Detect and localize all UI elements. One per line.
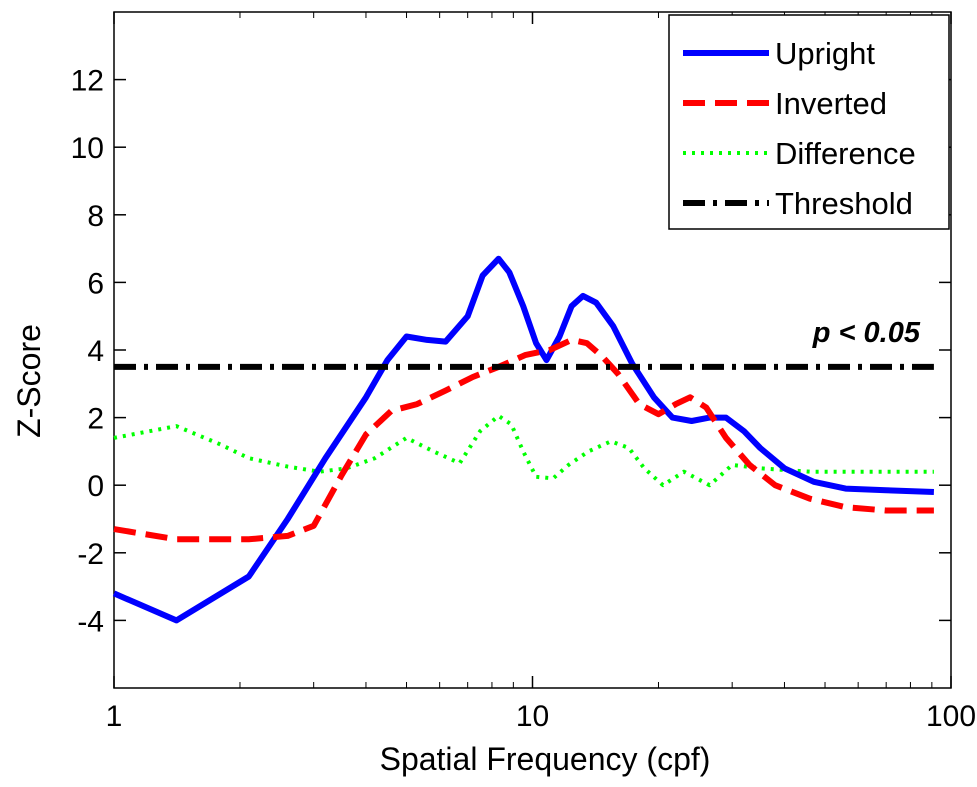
y-tick-label: 6: [87, 267, 104, 300]
y-axis-title: Z-Score: [11, 324, 47, 438]
y-tick-label: 4: [87, 335, 104, 368]
y-tick-label: 8: [87, 200, 104, 233]
legend-label-threshold: Threshold: [775, 186, 913, 221]
annotation-p-value: p < 0.05: [812, 317, 921, 349]
y-tick-label: 12: [71, 65, 104, 98]
x-tick-label: 10: [516, 700, 549, 733]
series-line-inverted: [113, 336, 934, 543]
x-tick-label: 100: [926, 700, 976, 733]
legend: Upright Inverted Difference Threshold: [668, 14, 950, 230]
legend-label-upright: Upright: [775, 36, 875, 71]
y-tick-label: -2: [77, 538, 104, 571]
x-axis-title: Spatial Frequency (cpf): [380, 741, 711, 777]
annotation-group: p < 0.05: [812, 317, 921, 349]
series-line-difference: [113, 413, 934, 488]
legend-label-difference: Difference: [775, 136, 916, 171]
series-group: [112, 255, 935, 624]
series-line-upright: [112, 255, 935, 624]
y-tick-label: -4: [77, 605, 104, 638]
axes: 1 10 100 -4 -2 0 2 4 6 8 10 12: [71, 11, 976, 733]
legend-label-inverted: Inverted: [775, 86, 887, 121]
y-tick-label: 10: [71, 132, 104, 165]
x-tick-label: 1: [106, 700, 123, 733]
y-tick-label: 0: [87, 470, 104, 503]
y-tick-label: 2: [87, 403, 104, 436]
